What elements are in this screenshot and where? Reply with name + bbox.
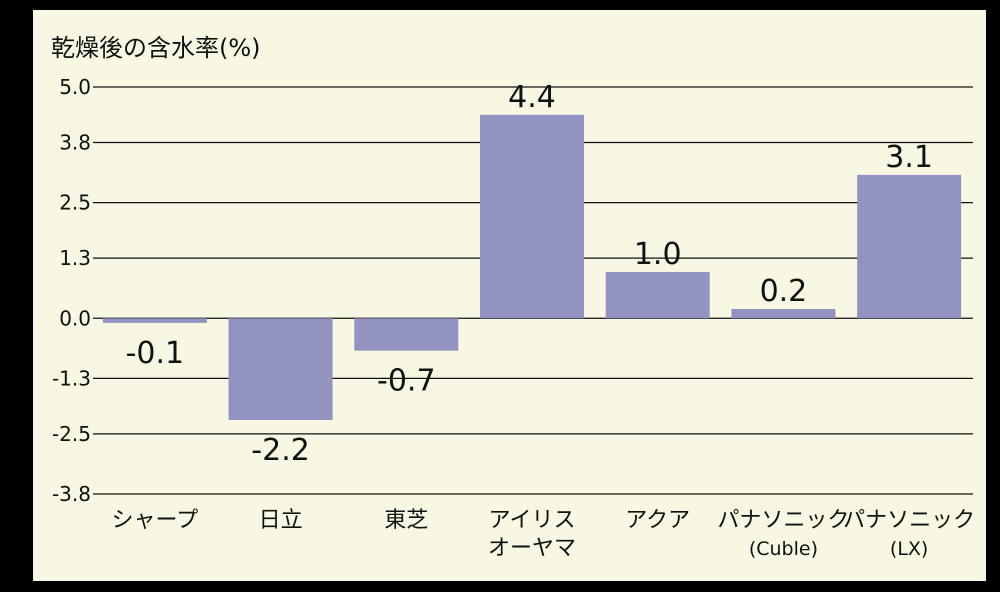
- y-tick-label: 5.0: [59, 75, 91, 99]
- x-tick-label: パナソニック(Cuble): [717, 508, 849, 560]
- bar-chart: 乾燥後の含水率(%) 5.0 3.8 2.5 1.3 0.0 -1.3 -2.5 -3.8 -…: [51, 34, 976, 561]
- x-tick-label: パナソニック(LX): [843, 508, 975, 560]
- value-labels: -0.1 -2.2 -0.7 4.4 1.0 0.2 3.1: [126, 80, 933, 468]
- y-tick-label: 2.5: [59, 191, 91, 215]
- x-tick-labels: シャープ 日立 東芝 アイリスオーヤマ アクア パナソニック(Cuble)パナソニック(L…: [112, 508, 976, 561]
- value-label: 4.4: [508, 80, 556, 115]
- bar: [102, 318, 207, 323]
- y-tick-label: -1.3: [52, 366, 91, 390]
- x-tick-label: アクア: [625, 508, 690, 533]
- x-tick-label: シャープ: [112, 508, 199, 533]
- bar: [354, 318, 459, 351]
- value-label: -0.7: [377, 364, 436, 399]
- value-label: 0.2: [760, 274, 808, 309]
- value-label: 1.0: [634, 237, 682, 272]
- x-tick-label: アイリスオーヤマ: [488, 508, 576, 561]
- bar: [480, 114, 584, 319]
- y-axis-label: 乾燥後の含水率(%): [51, 34, 261, 62]
- bar: [731, 309, 836, 319]
- bar: [228, 318, 333, 420]
- y-tick-label: 0.0: [59, 306, 91, 330]
- x-tick-label: 日立: [259, 508, 303, 533]
- y-tick-label: -2.5: [52, 422, 91, 446]
- value-label: -2.2: [251, 433, 310, 468]
- y-tick-label: -3.8: [52, 482, 91, 506]
- bar: [605, 272, 710, 319]
- x-tick-label: 東芝: [384, 508, 428, 533]
- bar: [857, 174, 962, 319]
- chart-panel: 乾燥後の含水率(%) 5.0 3.8 2.5 1.3 0.0 -1.3 -2.5 -3.8 -…: [33, 10, 986, 581]
- y-tick-label: 3.8: [59, 131, 91, 155]
- value-label: -0.1: [126, 336, 185, 371]
- bars: [102, 114, 962, 420]
- y-tick-labels: 5.0 3.8 2.5 1.3 0.0 -1.3 -2.5 -3.8: [52, 75, 91, 506]
- y-tick-label: 1.3: [59, 246, 91, 270]
- value-label: 3.1: [885, 140, 933, 175]
